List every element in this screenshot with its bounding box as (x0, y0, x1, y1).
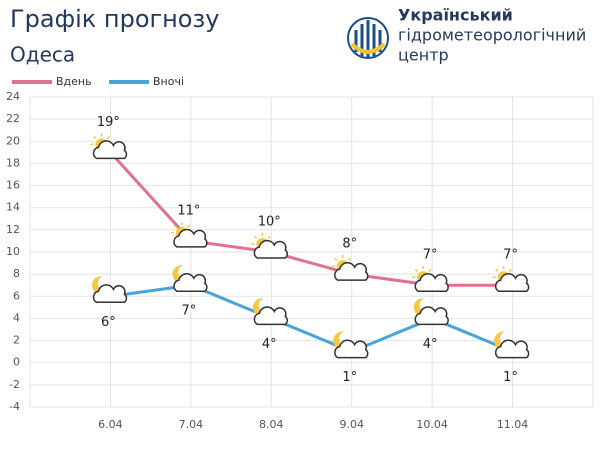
y-tick-label: 14 (6, 201, 20, 214)
x-tick-label: 7.04 (179, 418, 204, 431)
sun-ray (186, 224, 191, 228)
sun-ray (253, 235, 258, 239)
x-tick-label: 11.04 (497, 418, 529, 431)
series-line (109, 151, 513, 287)
moon (252, 298, 270, 317)
y-tick-label: 6 (13, 289, 20, 302)
sun-ray (347, 257, 352, 262)
legend-label: Вночі (153, 75, 184, 88)
value-label: 7° (423, 248, 438, 263)
weather-icon (170, 221, 208, 248)
y-tick-label: 20 (6, 134, 20, 147)
cloud (414, 273, 449, 292)
cloud (173, 228, 208, 248)
sun-ray (267, 235, 271, 239)
sun-ray (414, 268, 419, 273)
sun-ray (334, 257, 338, 262)
moon (333, 331, 350, 350)
sun-ray (106, 136, 110, 140)
y-tick-label: 12 (6, 223, 20, 236)
cloud (253, 239, 288, 259)
cloud (92, 284, 128, 304)
org-name: гідрометеорологічний (398, 26, 586, 45)
value-label: 1° (503, 370, 518, 385)
weather-icon (251, 233, 288, 259)
weather-icon (333, 331, 369, 359)
y-tick-label: 22 (6, 112, 20, 125)
cloud (334, 339, 369, 359)
y-tick-label: 16 (6, 179, 20, 192)
value-label: 7° (503, 248, 518, 263)
cloud (414, 306, 449, 326)
weather-icon (90, 133, 128, 160)
x-tick-label: 10.04 (416, 418, 448, 431)
x-tick-label: 6.04 (98, 418, 123, 431)
y-tick-label: 4 (13, 311, 20, 324)
value-label: 4° (423, 337, 438, 352)
sun-ray (508, 268, 512, 273)
y-tick-label: 24 (6, 90, 20, 103)
moon (172, 265, 189, 284)
cloud (253, 306, 288, 326)
value-label: 1° (342, 370, 357, 385)
value-label: 19° (97, 115, 120, 130)
weather-icon (172, 265, 208, 292)
y-tick-label: 18 (6, 156, 20, 169)
weather-icon (413, 298, 449, 326)
weather-icon (331, 255, 369, 281)
weather-icon (92, 276, 128, 304)
sun-ray (173, 224, 177, 228)
weather-icon (252, 298, 288, 326)
y-tick-label: 8 (13, 267, 20, 280)
y-tick-label: 2 (13, 334, 20, 347)
sun-ray (428, 268, 432, 273)
sun-ray (93, 136, 97, 140)
y-tick-label: 10 (6, 245, 20, 258)
sun-ray (495, 268, 499, 273)
y-tick-label: -4 (9, 400, 20, 413)
moon (413, 298, 431, 317)
value-label: 8° (342, 237, 357, 252)
value-label: 6° (101, 315, 116, 330)
moon (92, 276, 109, 295)
weather-icon (494, 331, 530, 359)
weather-icon (492, 266, 530, 292)
logo (347, 17, 389, 59)
org-name: Український (398, 6, 513, 25)
value-label: 7° (181, 304, 196, 319)
legend-label: Вдень (56, 75, 92, 88)
cloud (495, 339, 530, 359)
x-tick-label: 8.04 (259, 418, 284, 431)
cloud (495, 273, 530, 292)
chart-title: Графік прогнозу (10, 5, 219, 33)
org-name: центр (398, 46, 449, 65)
y-tick-label: -2 (9, 378, 20, 391)
value-label: 4° (262, 337, 277, 352)
x-tick-label: 9.04 (339, 418, 364, 431)
cloud (92, 140, 128, 160)
cloud (173, 273, 208, 292)
y-tick-label: 0 (13, 356, 20, 369)
chart-subtitle: Одеса (10, 43, 75, 67)
cloud (334, 261, 369, 281)
moon (494, 331, 511, 350)
value-label: 11° (177, 203, 200, 218)
weather-icon (412, 266, 449, 292)
value-label: 10° (258, 215, 281, 230)
